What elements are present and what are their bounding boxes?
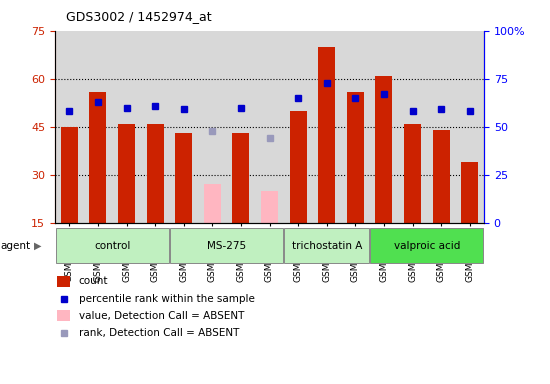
Bar (175, 133, 192, 223)
Text: control: control (94, 241, 130, 251)
Text: trichostatin A: trichostatin A (292, 241, 362, 251)
Bar (461, 162, 478, 223)
Bar (57, 310, 70, 321)
Bar (89, 91, 107, 223)
Bar (118, 124, 135, 223)
Text: GDS3002 / 1452974_at: GDS3002 / 1452974_at (66, 10, 212, 23)
Text: MS-275: MS-275 (207, 241, 246, 251)
Bar (204, 184, 221, 223)
Text: agent: agent (1, 241, 31, 251)
Bar (370, 228, 483, 263)
Bar (232, 133, 250, 223)
Bar (375, 76, 393, 223)
Bar (261, 191, 278, 223)
Text: ▶: ▶ (34, 241, 42, 251)
Text: rank, Detection Call = ABSENT: rank, Detection Call = ABSENT (79, 328, 239, 338)
Bar (404, 124, 421, 223)
Text: valproic acid: valproic acid (394, 241, 460, 251)
Bar (170, 228, 283, 263)
Bar (289, 111, 307, 223)
Text: count: count (79, 276, 108, 286)
Bar (56, 228, 169, 263)
Bar (318, 47, 336, 223)
Text: value, Detection Call = ABSENT: value, Detection Call = ABSENT (79, 311, 244, 321)
Bar (146, 124, 164, 223)
Bar (346, 91, 364, 223)
Bar (57, 276, 70, 287)
Bar (60, 127, 78, 223)
Bar (284, 228, 369, 263)
Bar (432, 130, 450, 223)
Text: percentile rank within the sample: percentile rank within the sample (79, 293, 255, 304)
